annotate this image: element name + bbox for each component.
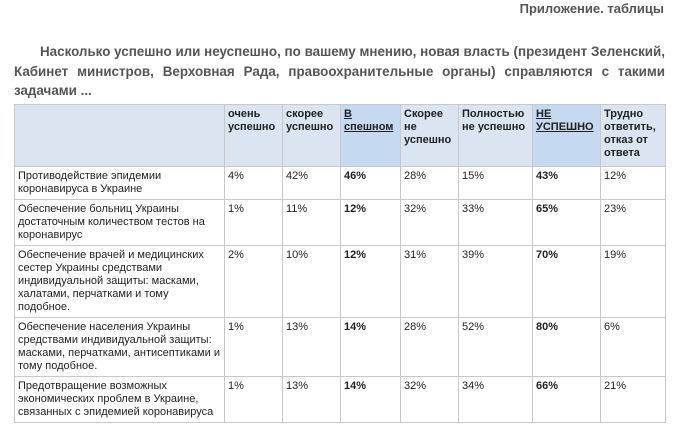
question: Насколько успешно или неуспешно, по ваше…: [14, 44, 665, 98]
value-cell: 42%: [282, 166, 341, 200]
value-cell: 12%: [600, 166, 666, 200]
header-row: очень успешно скорее успешно В спешном Скор…: [14, 104, 666, 167]
value-cell: 28%: [400, 166, 459, 200]
value-cell: 6%: [600, 317, 666, 377]
row-label: Предотвращение возможных экономических п…: [14, 376, 225, 423]
value-cell: 28%: [400, 317, 459, 377]
value-cell: 12%: [340, 245, 401, 318]
column-header: В спешном: [340, 104, 401, 167]
value-cell: 32%: [400, 199, 459, 246]
value-cell: 12%: [340, 199, 401, 246]
value-cell: 31%: [400, 245, 459, 318]
value-cell: 52%: [458, 317, 533, 377]
value-cell: 34%: [458, 376, 533, 423]
value-cell: 11%: [282, 199, 341, 246]
value-cell: 65%: [532, 199, 601, 246]
table-row: Предотвращение возможных экономических п…: [14, 376, 666, 423]
value-cell: 32%: [400, 376, 459, 423]
value-cell: 46%: [340, 166, 401, 200]
column-header: [14, 104, 225, 167]
value-cell: 1%: [224, 376, 283, 423]
value-cell: 15%: [458, 166, 533, 200]
value-cell: 4%: [224, 166, 283, 200]
value-cell: 1%: [224, 199, 283, 246]
value-cell: 19%: [600, 245, 666, 318]
row-label: Противодействие эпидемии коронавируса в …: [14, 166, 225, 200]
column-header: очень успешно: [224, 104, 283, 167]
column-header: Скорее не успешно: [400, 104, 459, 167]
column-header: Трудно ответить, отказ от ответа: [600, 104, 666, 167]
value-cell: 80%: [532, 317, 601, 377]
value-cell: 33%: [458, 199, 533, 246]
value-cell: 66%: [532, 376, 601, 423]
table-row: Обеспечение населения Украины средствами…: [14, 317, 666, 377]
value-cell: 1%: [224, 317, 283, 377]
column-header: скорее успешно: [282, 104, 341, 167]
table-row: Обеспечение больниц Украины достаточным …: [14, 199, 666, 246]
results-table: очень успешно скорее успешно В спешном Скор…: [14, 104, 666, 423]
row-label: Обеспечение врачей и медицинских сестер …: [14, 245, 225, 318]
value-cell: 13%: [282, 376, 341, 423]
value-cell: 10%: [282, 245, 341, 318]
value-cell: 14%: [340, 376, 401, 423]
value-cell: 43%: [532, 166, 601, 200]
page-title: Приложение. таблицы: [519, 1, 664, 16]
value-cell: 2%: [224, 245, 283, 318]
value-cell: 23%: [600, 199, 666, 246]
column-header: Полностью не успешно: [458, 104, 533, 167]
value-cell: 39%: [458, 245, 533, 318]
column-header: НЕ УСПЕШНО: [532, 104, 601, 167]
value-cell: 70%: [532, 245, 601, 318]
value-cell: 13%: [282, 317, 341, 377]
table-row: Противодействие эпидемии коронавируса в …: [14, 166, 666, 200]
row-label: Обеспечение населения Украины средствами…: [14, 317, 225, 377]
value-cell: 14%: [340, 317, 401, 377]
row-label: Обеспечение больниц Украины достаточным …: [14, 199, 225, 246]
value-cell: 21%: [600, 376, 666, 423]
table-row: Обеспечение врачей и медицинских сестер …: [14, 245, 666, 318]
